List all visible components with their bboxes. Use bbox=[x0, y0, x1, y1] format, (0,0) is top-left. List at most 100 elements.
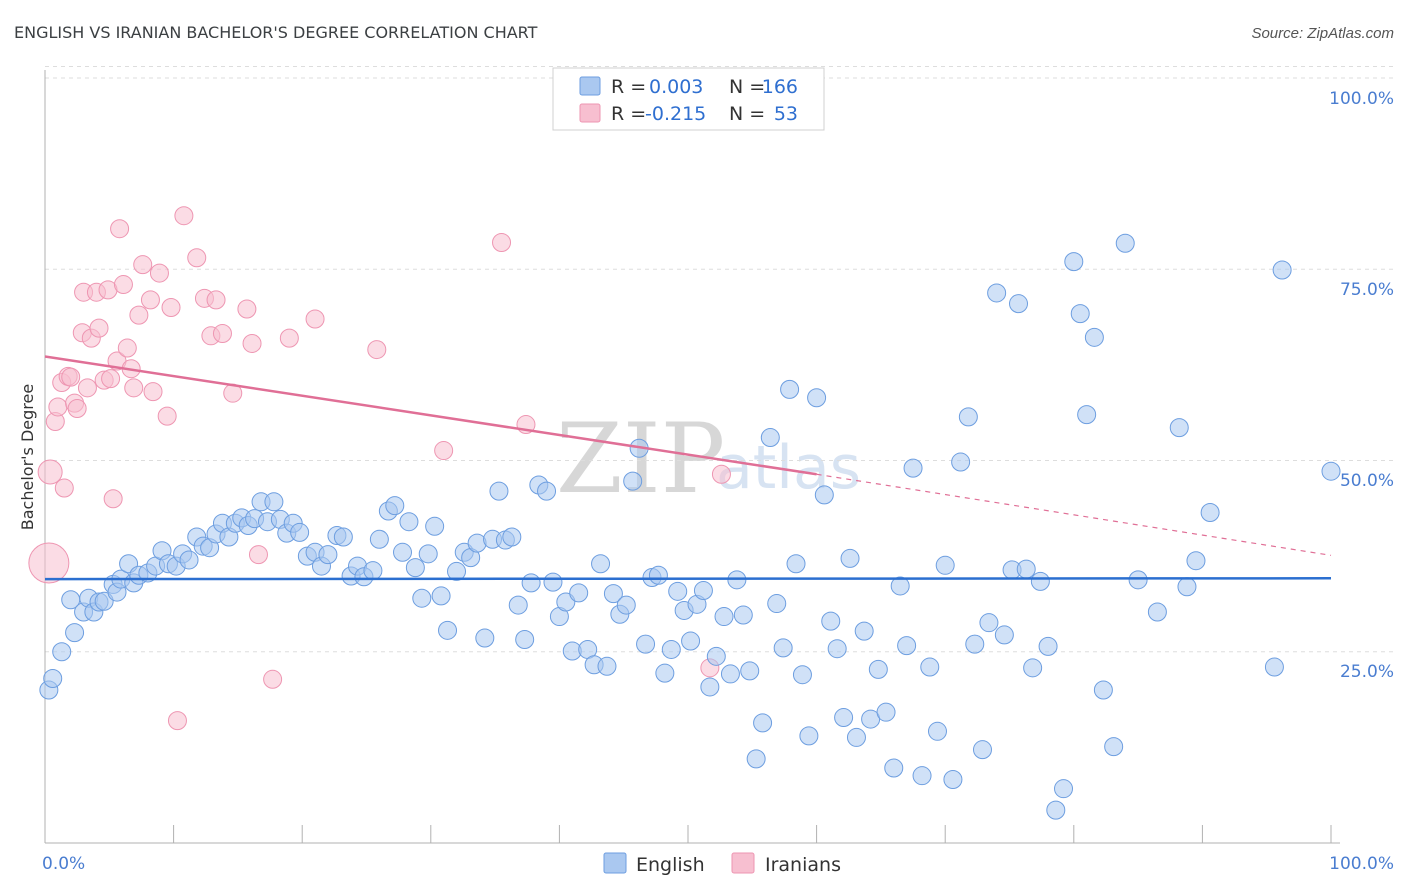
iranians-point bbox=[242, 333, 262, 353]
iranians-point bbox=[161, 298, 181, 317]
english-point bbox=[890, 576, 910, 596]
english-point bbox=[616, 595, 636, 615]
iranians-point bbox=[124, 378, 144, 398]
iranians-point bbox=[140, 290, 160, 310]
english-point bbox=[502, 527, 522, 547]
english-point bbox=[1128, 570, 1148, 590]
english-point bbox=[733, 605, 753, 625]
english-point bbox=[720, 664, 740, 684]
legend: R = 0.003 N = 166 R = -0.215 N = 53 bbox=[552, 67, 825, 131]
english-point bbox=[773, 638, 793, 658]
x-tick-marks bbox=[44, 825, 1332, 843]
iranians-point bbox=[48, 397, 68, 417]
english-point bbox=[780, 379, 800, 399]
iranians-point bbox=[279, 328, 299, 348]
iranians-point bbox=[167, 711, 187, 731]
english-point bbox=[868, 659, 888, 679]
english-point bbox=[943, 770, 963, 790]
english-point bbox=[425, 516, 445, 536]
english-point bbox=[903, 458, 923, 478]
english-point bbox=[807, 388, 827, 408]
english-point bbox=[508, 595, 528, 615]
english-point bbox=[706, 646, 726, 666]
english-point bbox=[475, 628, 495, 648]
english-point bbox=[363, 561, 383, 581]
iranians-series bbox=[28, 206, 731, 731]
iranians-point bbox=[67, 398, 87, 418]
english-point bbox=[623, 471, 643, 491]
english-point bbox=[655, 663, 675, 683]
english-point bbox=[1093, 680, 1113, 700]
english-point bbox=[385, 496, 405, 516]
english-point bbox=[1177, 577, 1197, 597]
english-point bbox=[1046, 800, 1066, 820]
english-point bbox=[1186, 551, 1206, 571]
english-point bbox=[179, 550, 199, 570]
iranians-point bbox=[28, 542, 70, 584]
english-point bbox=[603, 584, 623, 604]
legend-swatch-english bbox=[579, 76, 601, 96]
y-tick-label-75: 75.0% bbox=[1340, 280, 1394, 300]
english-point bbox=[854, 621, 874, 641]
english-point bbox=[786, 554, 806, 574]
iranians-point bbox=[143, 382, 163, 402]
english-point bbox=[1077, 405, 1097, 425]
english-point bbox=[1016, 559, 1036, 579]
bottom-legend-iranians: Iranians bbox=[765, 854, 841, 876]
english-point bbox=[537, 481, 557, 501]
english-point bbox=[94, 591, 114, 611]
english-point bbox=[52, 642, 72, 662]
english-point bbox=[912, 766, 932, 786]
bottom-legend: English Iranians bbox=[603, 852, 841, 876]
iranians-point bbox=[212, 324, 232, 344]
legend-swatch-iranians bbox=[579, 103, 601, 123]
english-point bbox=[290, 522, 310, 542]
english-point bbox=[591, 554, 611, 574]
english-point bbox=[714, 607, 734, 627]
iranians-point bbox=[54, 478, 74, 498]
english-point bbox=[543, 572, 563, 592]
iranians-point bbox=[117, 338, 137, 358]
iranians-point bbox=[492, 232, 512, 252]
iranians-point bbox=[149, 263, 169, 283]
iranians-point bbox=[711, 464, 731, 484]
english-point bbox=[65, 623, 85, 643]
chart-title: ENGLISH VS IRANIAN BACHELOR'S DEGREE COR… bbox=[14, 23, 538, 42]
legend-r-label-iranians: R = bbox=[611, 103, 646, 125]
english-point bbox=[318, 545, 338, 565]
english-point bbox=[661, 639, 681, 659]
english-point bbox=[876, 702, 896, 722]
watermark-zip: ZIP bbox=[556, 403, 725, 515]
english-point bbox=[1070, 304, 1090, 324]
iranians-point bbox=[248, 545, 268, 565]
english-point bbox=[1030, 571, 1050, 591]
english-point bbox=[399, 512, 419, 532]
english-point bbox=[636, 634, 656, 654]
english-point bbox=[1009, 294, 1029, 314]
english-point bbox=[1115, 233, 1135, 253]
english-point bbox=[515, 630, 535, 650]
english-trend-line bbox=[44, 577, 1332, 581]
english-point bbox=[935, 555, 955, 575]
english-point bbox=[569, 583, 589, 603]
english-point bbox=[814, 485, 834, 505]
english-point bbox=[834, 708, 854, 728]
english-point bbox=[681, 631, 701, 651]
english-point bbox=[753, 713, 773, 733]
english-point bbox=[438, 620, 458, 640]
y-tick-label-25: 25.0% bbox=[1340, 662, 1394, 682]
iranians-point bbox=[101, 369, 121, 389]
iranians-point bbox=[133, 255, 153, 275]
iranians-point bbox=[434, 441, 454, 461]
english-point bbox=[418, 544, 438, 564]
english-point bbox=[405, 558, 425, 578]
english-point bbox=[840, 548, 860, 568]
english-point bbox=[43, 669, 63, 689]
english-point bbox=[1147, 602, 1167, 622]
english-point bbox=[1200, 503, 1220, 523]
iranians-point bbox=[77, 378, 97, 398]
watermark-atlas: atlas bbox=[716, 433, 861, 503]
legend-n-label-english: N = bbox=[729, 76, 765, 98]
english-point bbox=[333, 527, 353, 547]
iranians-trend-line-extension bbox=[816, 473, 1332, 556]
